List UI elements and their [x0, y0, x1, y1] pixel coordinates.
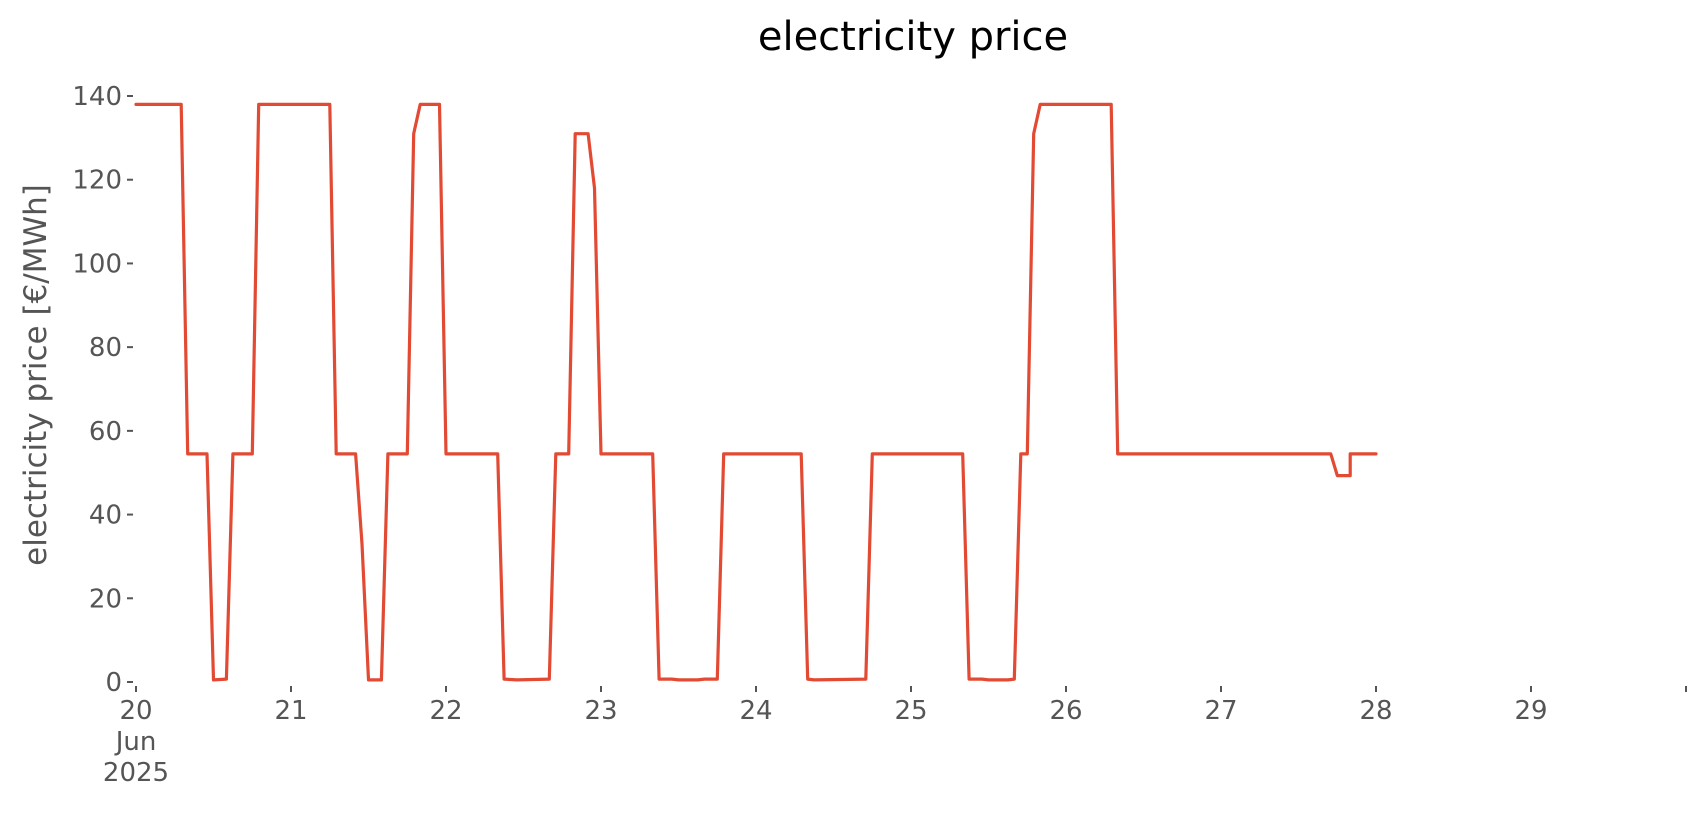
y-tick-label: 60 — [89, 417, 122, 447]
y-tick-label: 120 — [72, 166, 122, 196]
x-tick-label: 28 — [1359, 696, 1392, 726]
x-tick-label: 25 — [894, 696, 927, 726]
x-tick-label: 26 — [1049, 696, 1082, 726]
x-tick-label: 21 — [274, 696, 307, 726]
x-axis: 20 Jun 2025 21 22 23 24 25 26 27 28 29 — [103, 686, 1687, 788]
y-tick-label: 140 — [72, 82, 122, 112]
y-tick-label: 20 — [89, 584, 122, 614]
chart-title: electricity price — [758, 14, 1068, 60]
y-tick-label: 40 — [89, 501, 122, 531]
price-series-line — [134, 102, 1378, 682]
plot-area — [134, 102, 1378, 682]
x-tick-label: 22 — [429, 696, 462, 726]
x-tick-label: 20 Jun 2025 — [103, 696, 169, 788]
y-tick-label: 100 — [72, 249, 122, 279]
x-tick-label: 24 — [739, 696, 772, 726]
y-tick-label: 0 — [105, 668, 122, 698]
y-axis-label: electricity price [€/MWh] — [18, 184, 54, 566]
y-axis: 0 20 40 60 80 100 120 140 — [72, 82, 133, 698]
x-tick-label: 27 — [1204, 696, 1237, 726]
x-tick-label: 29 — [1514, 696, 1547, 726]
x-tick-label: 23 — [584, 696, 617, 726]
y-tick-label: 80 — [89, 333, 122, 363]
